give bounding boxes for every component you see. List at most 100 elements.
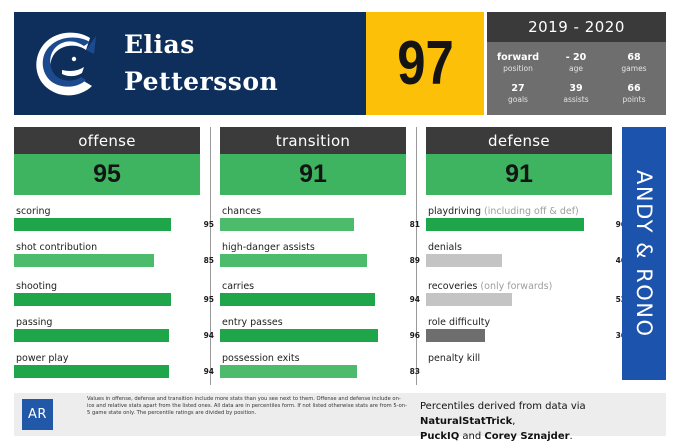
metric-row: carries 94 bbox=[220, 281, 420, 313]
credit-intro: Percentiles derived from data via bbox=[420, 401, 586, 412]
defense-score: 91 bbox=[505, 160, 533, 188]
metric-label-main: playdriving bbox=[428, 206, 482, 217]
metric-bar bbox=[220, 329, 379, 342]
metric-label: high-danger assists bbox=[222, 242, 315, 253]
metric-label-note: (including off & def) bbox=[484, 206, 579, 217]
player-name-panel: Elias Pettersson bbox=[14, 12, 366, 115]
metric-label: shooting bbox=[16, 281, 58, 292]
metric-value: 96 bbox=[409, 331, 420, 340]
metric-label-note: (only forwards) bbox=[480, 281, 553, 292]
metric-row: recoveries (only forwards) 52 bbox=[426, 281, 626, 313]
offense-score: 95 bbox=[93, 160, 121, 188]
metric-bar bbox=[426, 293, 512, 306]
metric-row: possession exits 83 bbox=[220, 353, 420, 385]
credit-source-nst: NaturalStatTrick bbox=[420, 416, 513, 427]
defense-column: defense 91 bbox=[426, 127, 612, 195]
metric-label: chances bbox=[222, 206, 262, 217]
stat-goals: 27 goals bbox=[490, 83, 546, 104]
column-divider bbox=[210, 127, 211, 385]
metric-row: power play 94 bbox=[14, 353, 214, 385]
stat-label: games bbox=[621, 64, 647, 73]
metric-row: scoring 95 bbox=[14, 206, 214, 238]
metric-value: 94 bbox=[203, 331, 214, 340]
metric-label: shot contribution bbox=[16, 242, 98, 253]
metric-label: scoring bbox=[16, 206, 51, 217]
stat-assists: 39 assists bbox=[548, 83, 604, 104]
metric-row: entry passes 96 bbox=[220, 317, 420, 349]
metric-bar bbox=[14, 254, 155, 267]
metric-value: 95 bbox=[203, 295, 214, 304]
metric-value: 95 bbox=[203, 220, 214, 229]
metric-label: entry passes bbox=[222, 317, 283, 328]
metric-label: recoveries (only forwards) bbox=[428, 281, 552, 292]
column-divider bbox=[416, 127, 417, 385]
credit-source-sznajder: Corey Sznajder bbox=[484, 431, 570, 442]
credit-separator: . bbox=[569, 431, 573, 442]
metric-row: passing 94 bbox=[14, 317, 214, 349]
metric-bar bbox=[14, 365, 170, 378]
metric-bar bbox=[220, 254, 367, 267]
metric-bar bbox=[14, 218, 171, 231]
overall-rating-panel: 97 bbox=[366, 12, 484, 115]
metric-value: 52 bbox=[615, 295, 626, 304]
transition-title: transition bbox=[220, 127, 406, 154]
season-stats-panel: 2019 - 2020 forward position - 20 age 68… bbox=[487, 12, 666, 115]
stat-value: 66 bbox=[627, 83, 641, 94]
metric-label: passing bbox=[16, 317, 53, 328]
metric-label: penalty kill bbox=[428, 353, 481, 364]
data-credit: Percentiles derived from data via Natura… bbox=[420, 399, 664, 444]
transition-score-panel: 91 bbox=[220, 154, 406, 195]
stat-label: age bbox=[569, 64, 583, 73]
stat-label: goals bbox=[508, 95, 528, 104]
canucks-orca-logo-icon bbox=[36, 32, 96, 96]
metric-row: shooting 95 bbox=[14, 281, 214, 313]
stat-label: assists bbox=[563, 95, 589, 104]
metric-row: denials 46 bbox=[426, 242, 626, 274]
metric-value: 36 bbox=[615, 331, 626, 340]
overall-rating: 97 bbox=[396, 29, 454, 98]
metric-bar bbox=[14, 293, 171, 306]
stat-value: forward bbox=[496, 52, 540, 63]
stat-value: - 20 bbox=[565, 52, 587, 63]
metric-bar bbox=[426, 218, 585, 231]
stat-value: 68 bbox=[627, 52, 641, 63]
stat-label: points bbox=[622, 95, 646, 104]
defense-title: defense bbox=[426, 127, 612, 154]
credit-separator: , bbox=[512, 416, 516, 427]
credit-separator: and bbox=[459, 431, 485, 442]
transition-column: transition 91 bbox=[220, 127, 406, 195]
metric-label: playdriving (including off & def) bbox=[428, 206, 579, 217]
season-label: 2019 - 2020 bbox=[487, 12, 666, 42]
footer: AR Values in offense, defense and transi… bbox=[14, 393, 666, 442]
metric-label: possession exits bbox=[222, 353, 300, 364]
stat-games: 68 games bbox=[606, 52, 662, 73]
metric-bar bbox=[220, 365, 357, 378]
ar-logo-icon: AR bbox=[22, 399, 53, 430]
stat-age: - 20 age bbox=[548, 52, 604, 73]
stat-label: position bbox=[503, 64, 533, 73]
stat-value: 39 bbox=[569, 83, 583, 94]
metric-value: 46 bbox=[615, 256, 626, 265]
metric-row: role difficulty 36 bbox=[426, 317, 626, 349]
player-last-name: Pettersson bbox=[124, 67, 279, 96]
offense-title: offense bbox=[14, 127, 200, 154]
stat-points: 66 points bbox=[606, 83, 662, 104]
metric-value: 96 bbox=[615, 220, 626, 229]
metric-value: 94 bbox=[203, 367, 214, 376]
metric-value: 83 bbox=[409, 367, 420, 376]
offense-score-panel: 95 bbox=[14, 154, 200, 195]
defense-score-panel: 91 bbox=[426, 154, 612, 195]
metric-row: chances 81 bbox=[220, 206, 420, 238]
methodology-note: Values in offense, defense and transitio… bbox=[87, 396, 407, 417]
banner-text: ANDY & RONO bbox=[632, 169, 656, 338]
offense-column: offense 95 bbox=[14, 127, 200, 195]
metric-value: 94 bbox=[409, 295, 420, 304]
metric-bar bbox=[14, 329, 170, 342]
metric-row: penalty kill - bbox=[426, 353, 626, 385]
stat-value: 27 bbox=[511, 83, 525, 94]
andy-rono-banner: ANDY & RONO bbox=[622, 127, 666, 380]
credit-source-puckiq: PuckIQ bbox=[420, 431, 460, 442]
metric-label: carries bbox=[222, 281, 255, 292]
transition-score: 91 bbox=[299, 160, 327, 188]
metric-value: 81 bbox=[409, 220, 420, 229]
